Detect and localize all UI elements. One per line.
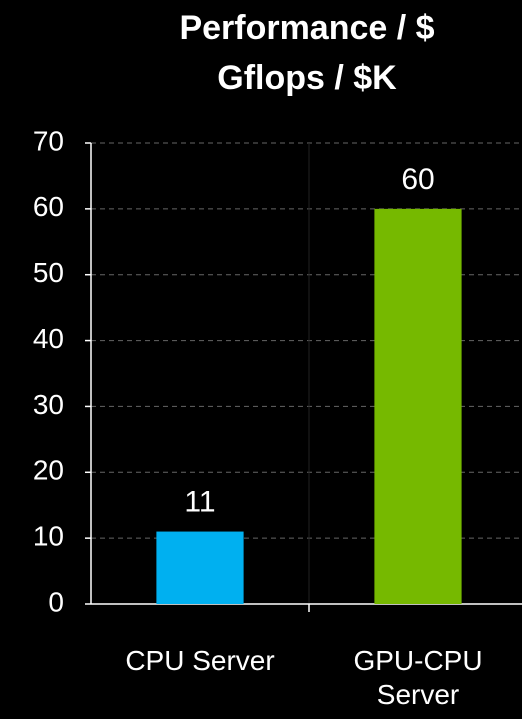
y-tick-label: 0 [48, 586, 64, 617]
value-label: 60 [401, 163, 434, 196]
y-tick-label: 10 [33, 521, 64, 552]
y-tick-label: 40 [33, 323, 64, 354]
y-tick-label: 50 [33, 257, 64, 288]
value-label: 11 [184, 485, 215, 518]
bar [374, 208, 462, 604]
y-tick-label: 30 [33, 389, 64, 420]
chart-title: Performance / $ [179, 9, 434, 47]
y-tick-label: 70 [33, 125, 64, 156]
y-tick-label: 60 [33, 191, 64, 222]
bar [156, 531, 244, 604]
y-tick-label: 20 [33, 455, 64, 486]
chart-subtitle: Gflops / $K [217, 59, 397, 97]
x-tick-label: GPU-CPU Server [353, 645, 483, 710]
x-tick-label: CPU Server [125, 645, 275, 676]
